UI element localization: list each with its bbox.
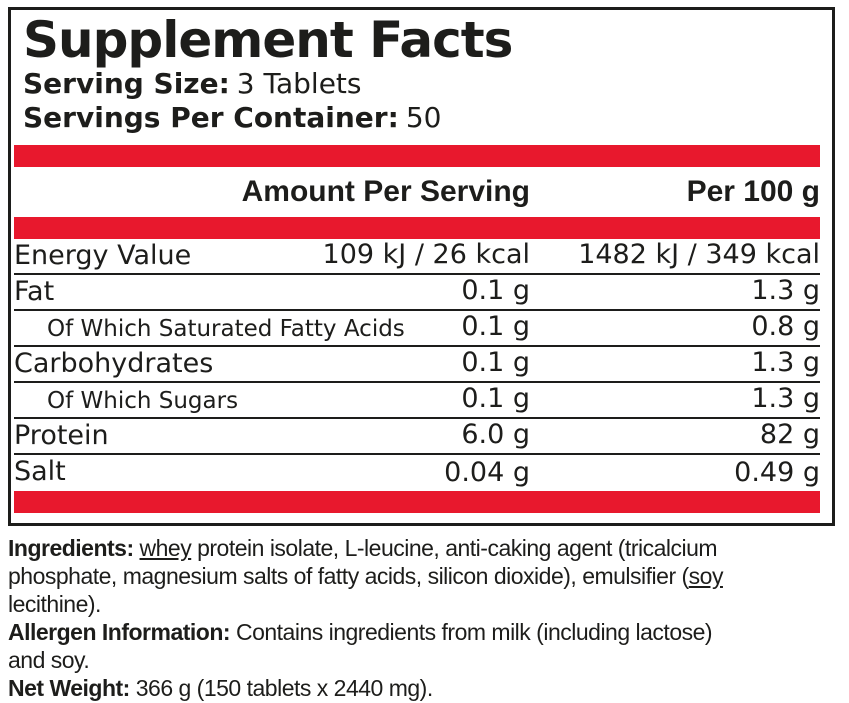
servings-per-container-label: Servings Per Container:: [23, 101, 399, 134]
nutrient-table: Energy Value 109 kJ / 26 kcal 1482 kJ / 34…: [14, 239, 820, 491]
per-100g-value: 0.8 g: [751, 311, 820, 342]
per-100g-value: 1.3 g: [751, 383, 820, 414]
footnote-line: Allergen Information: Contains ingredien…: [8, 619, 713, 645]
per-100g-value: 82 g: [759, 419, 820, 450]
servings-per-container-value: 50: [405, 101, 442, 134]
footnote-line: phosphate, magnesium salts of fatty acid…: [8, 563, 723, 589]
nutrient-name: Salt: [14, 456, 66, 487]
panel-title: Supplement Facts: [23, 11, 513, 69]
footnote-line: Net Weight: 366 g (150 tablets x 2440 mg…: [8, 675, 433, 701]
supplement-facts-panel: Supplement Facts Serving Size: 3 Tablets …: [8, 7, 835, 526]
per-100g-header: Per 100 g: [686, 175, 820, 208]
per-100g-value: 1.3 g: [751, 347, 820, 378]
serving-size-value: 3 Tablets: [236, 67, 362, 100]
table-header-row: Amount Per Serving Per 100 g: [14, 167, 820, 217]
table-row: Of Which Saturated Fatty Acids 0.1 g 0.8 g: [14, 311, 820, 347]
footnote-line: and soy.: [8, 647, 90, 673]
amount-per-serving-value: 0.1 g: [461, 275, 530, 306]
serving-size-label: Serving Size:: [23, 67, 230, 100]
nutrient-name: Of Which Sugars: [47, 388, 239, 414]
serving-size-line: Serving Size: 3 Tablets: [23, 67, 820, 100]
per-100g-value: 1.3 g: [751, 275, 820, 306]
table-row: Salt 0.04 g 0.49 g: [14, 455, 820, 491]
nutrient-name: Energy Value: [14, 240, 192, 271]
nutrient-name: Protein: [14, 420, 109, 451]
table-row: Energy Value 109 kJ / 26 kcal 1482 kJ / 34…: [14, 239, 820, 275]
table-row: Carbohydrates 0.1 g 1.3 g: [14, 347, 820, 383]
red-divider-bar: [14, 491, 820, 513]
per-100g-value: 1482 kJ / 349 kcal: [578, 239, 820, 270]
footnote-line: Ingredients: whey protein isolate, L-leu…: [8, 535, 718, 561]
amount-per-serving-value: 109 kJ / 26 kcal: [322, 239, 530, 270]
servings-per-container-line: Servings Per Container: 50: [23, 101, 820, 134]
amount-per-serving-value: 0.1 g: [461, 383, 530, 414]
table-row: Protein 6.0 g 82 g: [14, 419, 820, 455]
red-divider-bar: [14, 217, 820, 239]
nutrient-name: Of Which Saturated Fatty Acids: [47, 316, 405, 342]
amount-per-serving-header: Amount Per Serving: [241, 175, 530, 208]
amount-per-serving-value: 0.1 g: [461, 311, 530, 342]
table-row: Of Which Sugars 0.1 g 1.3 g: [14, 383, 820, 419]
amount-per-serving-value: 6.0 g: [461, 419, 530, 450]
red-divider-bar: [14, 145, 820, 167]
nutrient-name: Carbohydrates: [14, 348, 214, 379]
amount-per-serving-value: 0.1 g: [461, 347, 530, 378]
nutrient-name: Fat: [14, 276, 55, 307]
footnotes-section: Ingredients: whey protein isolate, L-leu…: [8, 534, 849, 702]
amount-per-serving-value: 0.04 g: [444, 457, 530, 488]
per-100g-value: 0.49 g: [734, 457, 820, 488]
footnote-line: lecithine).: [8, 591, 101, 617]
table-row: Fat 0.1 g 1.3 g: [14, 275, 820, 311]
